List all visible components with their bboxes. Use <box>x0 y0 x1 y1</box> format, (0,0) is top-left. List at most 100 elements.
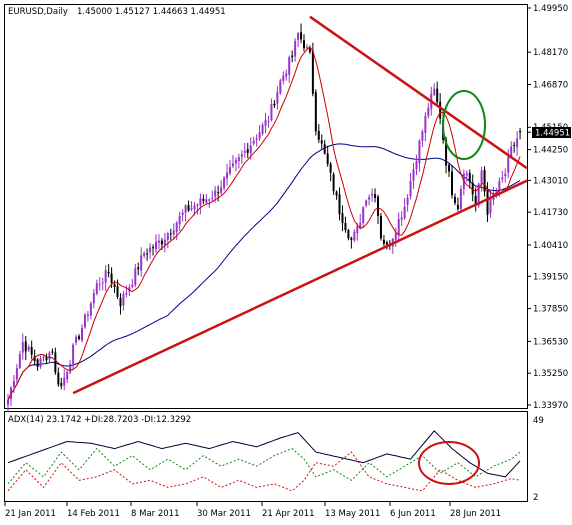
bullish-candle <box>504 168 507 183</box>
candle-body <box>350 237 353 240</box>
bullish-candle <box>279 78 282 95</box>
candle-body <box>264 120 267 126</box>
price-axis: 1.499501.481701.468701.451501.442501.430… <box>533 4 568 411</box>
candle-body <box>211 197 214 199</box>
bearish-candle <box>246 142 249 159</box>
candle-body <box>146 253 149 255</box>
bearish-candle <box>137 262 140 276</box>
bearish-candle <box>382 235 385 247</box>
bullish-candle <box>243 142 246 158</box>
candle-body <box>276 92 279 104</box>
candle-body <box>116 286 119 297</box>
bearish-candle <box>341 205 344 232</box>
bearish-candle <box>51 348 54 355</box>
candle-body <box>246 149 249 153</box>
bullish-candle <box>140 247 143 277</box>
candle-body <box>477 183 480 206</box>
bullish-candle <box>205 193 208 205</box>
main-panel[interactable] <box>4 4 528 409</box>
candle-body <box>294 41 297 57</box>
bullish-candle <box>18 350 21 370</box>
adx-level-top: 49 <box>533 416 544 426</box>
candle-body <box>510 146 513 157</box>
bullish-candle <box>95 279 98 296</box>
bullish-candle <box>223 176 226 191</box>
bearish-candle <box>217 185 220 202</box>
candle-body <box>128 287 131 292</box>
candle-body <box>243 151 246 153</box>
candle-body <box>297 33 300 41</box>
candle-body <box>125 292 128 295</box>
bullish-candle <box>69 360 72 375</box>
price-tick-label: 1.49950 <box>533 4 568 14</box>
candle-body <box>255 138 258 140</box>
candle-body <box>51 351 54 353</box>
candle-body <box>12 381 15 387</box>
bearish-candle <box>326 145 329 167</box>
price-tick-label: 1.40410 <box>533 241 568 251</box>
bullish-candle <box>86 310 89 322</box>
current-price-label: 1.44951 <box>535 129 570 139</box>
bearish-candle <box>323 140 326 155</box>
indicator-panel[interactable] <box>4 411 528 502</box>
candle-body <box>21 342 24 353</box>
bullish-candle <box>276 86 279 110</box>
candle-body <box>81 327 83 341</box>
candle-body <box>223 177 226 189</box>
candle-body <box>101 282 104 284</box>
bearish-candle <box>273 100 276 109</box>
candle-body <box>7 399 9 405</box>
bullish-candle <box>15 364 18 386</box>
candle-body <box>193 205 196 210</box>
bullish-candle <box>134 264 137 288</box>
bullish-candle <box>190 201 193 212</box>
bearish-candle <box>60 377 63 390</box>
candle-body <box>421 131 424 141</box>
candle-body <box>119 297 122 307</box>
bullish-candle <box>433 83 436 97</box>
bearish-candle <box>338 187 341 221</box>
bullish-candle <box>427 102 430 119</box>
bullish-candle <box>163 232 166 253</box>
candle-body <box>448 164 451 172</box>
bearish-candle <box>119 293 122 315</box>
bullish-candle <box>258 124 261 141</box>
bullish-candle <box>83 312 86 329</box>
bullish-candle <box>122 290 125 311</box>
bullish-candle <box>424 112 427 142</box>
bearish-candle <box>187 200 190 212</box>
bullish-candle <box>89 301 92 320</box>
candle-body <box>140 255 143 271</box>
candle-body <box>412 169 415 181</box>
adx-level-bottom: 2 <box>533 493 538 503</box>
candle-body <box>72 344 75 365</box>
trendlines <box>72 15 528 395</box>
candle-body <box>42 356 45 358</box>
price-tick-label: 1.43010 <box>533 176 568 186</box>
candle-body <box>504 173 507 177</box>
bearish-candle <box>347 228 350 241</box>
candle-body <box>137 267 140 270</box>
bullish-candle <box>178 211 181 232</box>
candle-body <box>433 88 436 95</box>
minus-di-line <box>7 451 521 492</box>
candle-body <box>498 181 501 190</box>
bullish-candle <box>184 204 187 222</box>
bearish-candle <box>519 127 522 140</box>
candle-body <box>406 197 409 205</box>
bullish-candle <box>371 188 374 202</box>
bullish-candle <box>101 277 104 291</box>
candle-body <box>45 357 48 361</box>
bullish-candle <box>270 98 273 122</box>
bearish-candle <box>483 166 486 197</box>
bullish-candle <box>418 139 421 172</box>
candle-body <box>308 48 311 53</box>
symbol-label: EURUSD,Daily <box>8 7 68 17</box>
bullish-candle <box>368 194 371 206</box>
bearish-candle <box>320 134 323 150</box>
bullish-candle <box>234 157 237 172</box>
bearish-candle <box>24 335 27 361</box>
price-tick-label: 1.33970 <box>533 401 568 411</box>
candle-body <box>374 194 377 198</box>
